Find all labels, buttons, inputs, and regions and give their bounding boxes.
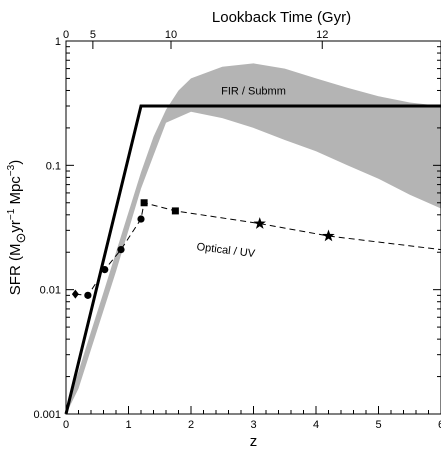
band-layer bbox=[66, 63, 441, 415]
data-point-diamond bbox=[71, 289, 79, 299]
fir-submm-line bbox=[64, 104, 441, 415]
data-point-star bbox=[253, 217, 266, 229]
y-axis-title: SFR (M⊙yr−1 Mpc−3) bbox=[6, 160, 28, 295]
data-point-star bbox=[322, 229, 335, 242]
y-tick-label: 1 bbox=[55, 36, 61, 48]
y-tick-label: 0.1 bbox=[46, 160, 61, 172]
top-axis-tick-label: 0 bbox=[63, 29, 69, 41]
marker-layer bbox=[71, 199, 335, 299]
x-tick-label: 0 bbox=[63, 419, 69, 431]
series-layer bbox=[64, 104, 441, 415]
data-point-circle bbox=[84, 291, 92, 299]
data-point-square bbox=[171, 207, 179, 215]
y-axis-title-part: SFR (M bbox=[7, 244, 24, 296]
data-point-square bbox=[140, 199, 148, 207]
x-tick-label: 3 bbox=[250, 419, 256, 431]
y-axis-title-part: Mpc bbox=[7, 176, 24, 209]
y-axis-title-exp: −3 bbox=[6, 164, 17, 176]
x-axis-title: z bbox=[250, 433, 258, 450]
y-tick-label: 0.01 bbox=[40, 285, 61, 297]
x-tick-label: 5 bbox=[375, 419, 381, 431]
tick-layer bbox=[65, 40, 441, 415]
data-point-circle bbox=[117, 246, 125, 254]
fir-submm-label: FIR / Submm bbox=[221, 86, 286, 98]
x-tick-label: 6 bbox=[438, 419, 441, 431]
x-tick-label: 1 bbox=[125, 419, 131, 431]
top-axis-tick-label: 12 bbox=[316, 29, 328, 41]
data-point-circle bbox=[101, 266, 109, 274]
optical-uv-label: Optical / UV bbox=[196, 241, 256, 260]
x-tick-label: 4 bbox=[313, 419, 319, 431]
x-tick-label: 2 bbox=[188, 419, 194, 431]
top-axis-title: Lookback Time (Gyr) bbox=[212, 9, 351, 26]
top-axis-tick-label: 5 bbox=[90, 29, 96, 41]
data-point-circle bbox=[137, 215, 145, 223]
y-axis-title-part: ) bbox=[7, 160, 24, 165]
y-tick-label: 0.001 bbox=[33, 409, 61, 421]
optical-uv-line bbox=[75, 202, 441, 296]
fir-submm-band bbox=[66, 63, 441, 415]
y-axis-title-exp: −1 bbox=[6, 208, 17, 220]
y-axis-title-part: yr bbox=[7, 220, 24, 233]
top-axis-tick-label: 10 bbox=[165, 29, 177, 41]
y-axis-title-sun: ⊙ bbox=[13, 233, 28, 244]
